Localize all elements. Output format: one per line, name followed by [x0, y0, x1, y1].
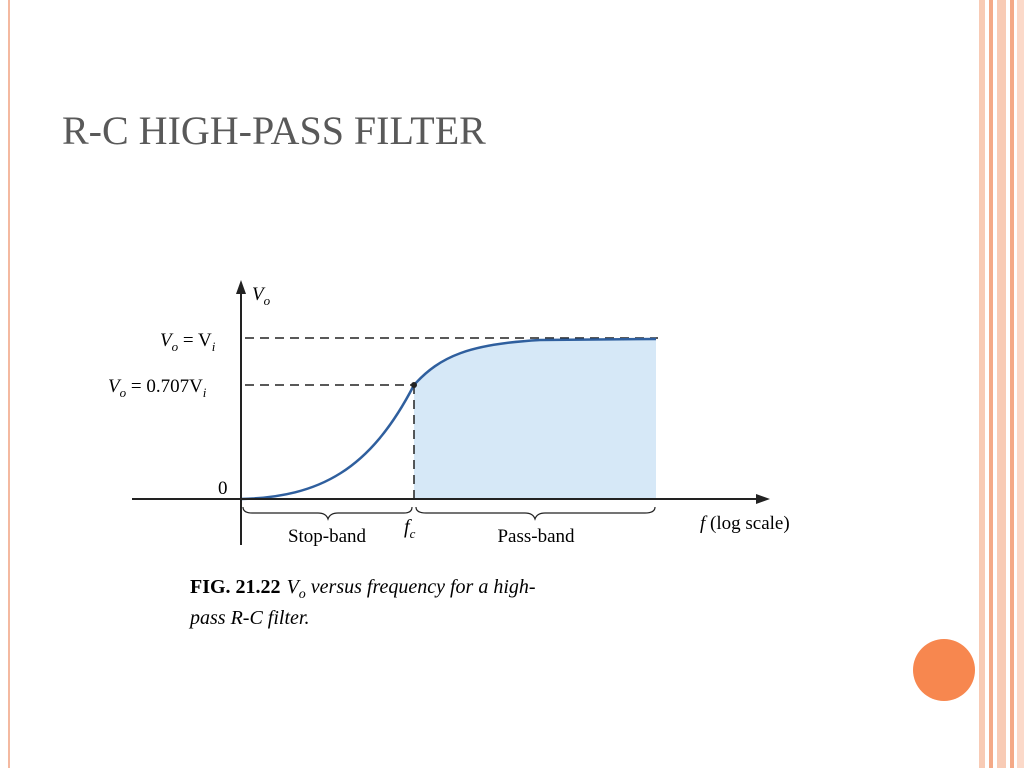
band-label: Pass-band: [497, 526, 575, 547]
response-curve: [240, 337, 657, 501]
cutoff-point: [411, 382, 417, 388]
arrowhead: [236, 280, 246, 294]
level-label: Vo = 0.707Vi: [108, 376, 207, 400]
caption: FIG. 21.22 Vo versus frequency for a high…: [190, 576, 536, 602]
stripe: [997, 0, 1006, 768]
stripe: [989, 0, 993, 768]
level-label: Vo = Vi: [160, 330, 216, 354]
y-axis-label: Vo: [252, 284, 271, 308]
brace: [242, 506, 413, 521]
decor-circle: [913, 639, 975, 701]
brace: [415, 506, 656, 521]
pass-band-area: [414, 339, 656, 499]
slide-title: R-C HIGH-PASS FILTER: [62, 108, 486, 153]
x-axis-label: f (log scale): [700, 513, 790, 534]
band-label: Stop-band: [288, 526, 367, 547]
stripe: [1010, 0, 1014, 768]
stripe: [1017, 0, 1024, 768]
arrowhead: [756, 494, 770, 504]
caption: pass R-C filter.: [188, 607, 309, 629]
stripe: [979, 0, 985, 768]
zero-label: 0: [218, 478, 228, 499]
cutoff-label: fc: [404, 516, 416, 541]
